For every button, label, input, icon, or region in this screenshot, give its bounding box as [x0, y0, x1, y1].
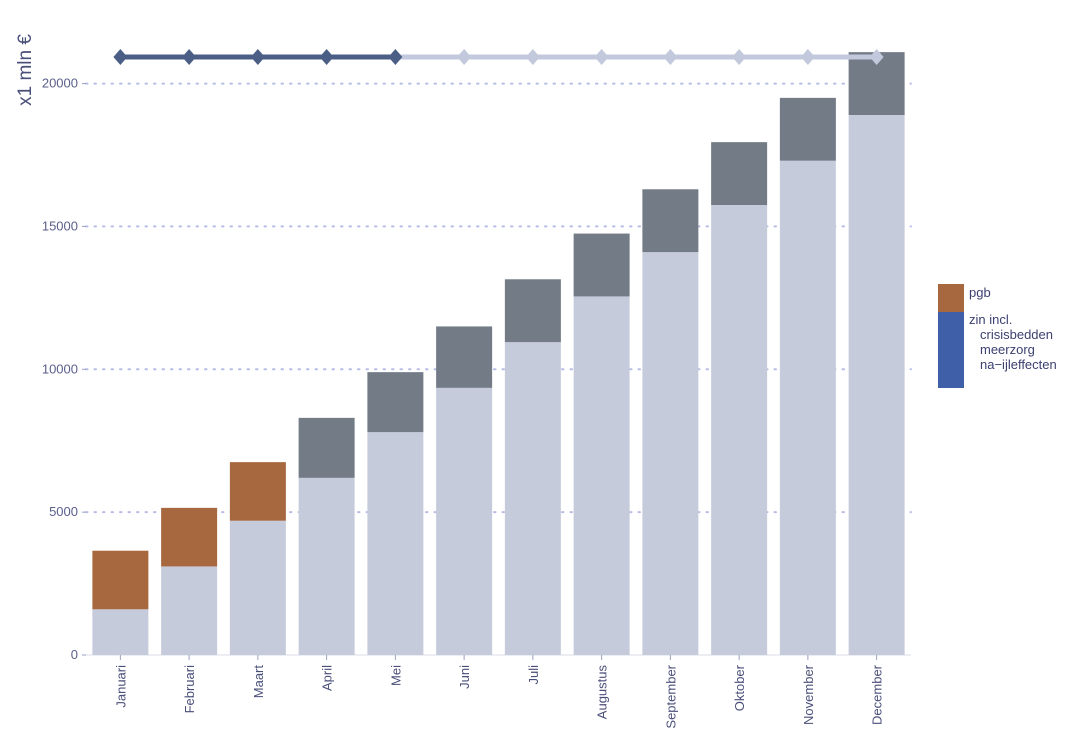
- bar-top-augustus: [573, 233, 630, 297]
- bar-top-juli: [504, 279, 561, 343]
- x-tick-label-juli: Juli: [526, 665, 541, 685]
- bars: [92, 52, 905, 655]
- plot-panel: [86, 10, 911, 655]
- legend-sublabel-na-ijleffecten: na−ijleffecten: [980, 357, 1057, 372]
- marker-oktober: [732, 49, 747, 65]
- y-tick-label: 20000: [42, 76, 78, 91]
- x-tick-label-maart: Maart: [251, 665, 266, 699]
- x-tick-label-december: December: [870, 664, 885, 725]
- marker-augustus: [594, 49, 609, 65]
- y-tick-label: 10000: [42, 361, 78, 376]
- x-tick-label-oktober: Oktober: [732, 664, 747, 711]
- marker-november: [800, 49, 815, 65]
- marker-september: [663, 49, 678, 65]
- bar-base-oktober: [711, 205, 768, 655]
- y-axis-title: x1 mln €: [15, 34, 36, 106]
- bar-top-januari: [92, 550, 149, 610]
- bar-base-november: [779, 160, 836, 655]
- bar-base-augustus: [573, 296, 630, 655]
- x-tick-label-april: April: [320, 665, 335, 691]
- bar-base-september: [642, 252, 699, 655]
- marker-juli: [525, 49, 540, 65]
- legend: pgb zin incl. crisisbedden meerzorg na−i…: [938, 284, 1057, 388]
- marker-februari: [182, 49, 197, 65]
- bar-base-mei: [367, 432, 424, 655]
- bar-top-mei: [367, 372, 424, 433]
- x-tick-label-juni: Juni: [457, 665, 472, 689]
- legend-sublabel-crisisbedden: crisisbedden: [980, 327, 1053, 342]
- marker-maart: [250, 49, 265, 65]
- marker-juni: [457, 49, 472, 65]
- x-tick-label-mei: Mei: [388, 665, 403, 686]
- bar-top-september: [642, 189, 699, 253]
- legend-label-zin: zin incl.: [969, 312, 1012, 327]
- bar-top-juni: [436, 326, 493, 388]
- bar-base-maart: [229, 520, 286, 655]
- x-axis: Januari Februari Maart April Mei Juni Juli Augu…: [113, 655, 885, 729]
- y-tick-label: 15000: [42, 218, 78, 233]
- legend-label-pgb: pgb: [969, 285, 991, 300]
- marker-april: [319, 49, 334, 65]
- bar-top-maart: [229, 462, 286, 521]
- markers: [113, 49, 884, 65]
- y-tick-label: 0: [71, 647, 78, 662]
- legend-swatch-pgb: [938, 284, 964, 312]
- bar-top-november: [779, 97, 836, 161]
- marker-december: [869, 49, 884, 65]
- marker-mei: [388, 49, 403, 65]
- legend-swatch-zin: [938, 312, 964, 388]
- legend-sublabel-meerzorg: meerzorg: [980, 342, 1035, 357]
- bar-base-juni: [436, 387, 493, 655]
- x-tick-label-januari: Januari: [113, 665, 128, 708]
- grid-lines: [85, 82, 912, 514]
- bar-base-februari: [161, 566, 218, 655]
- bar-base-april: [298, 477, 355, 655]
- bar-base-december: [848, 115, 905, 655]
- x-tick-label-februari: Februari: [182, 665, 197, 714]
- bar-top-oktober: [711, 142, 768, 205]
- x-tick-label-augustus: Augustus: [595, 665, 610, 720]
- bar-base-januari: [92, 609, 149, 655]
- bar-base-juli: [504, 342, 561, 655]
- y-axis: 0 5000 10000 15000 20000: [42, 76, 911, 662]
- x-tick-label-september: September: [663, 664, 678, 728]
- bar-top-februari: [161, 507, 218, 567]
- marker-januari: [113, 49, 128, 65]
- y-tick-label: 5000: [49, 504, 78, 519]
- bar-top-april: [298, 417, 355, 478]
- x-tick-label-november: November: [801, 664, 816, 725]
